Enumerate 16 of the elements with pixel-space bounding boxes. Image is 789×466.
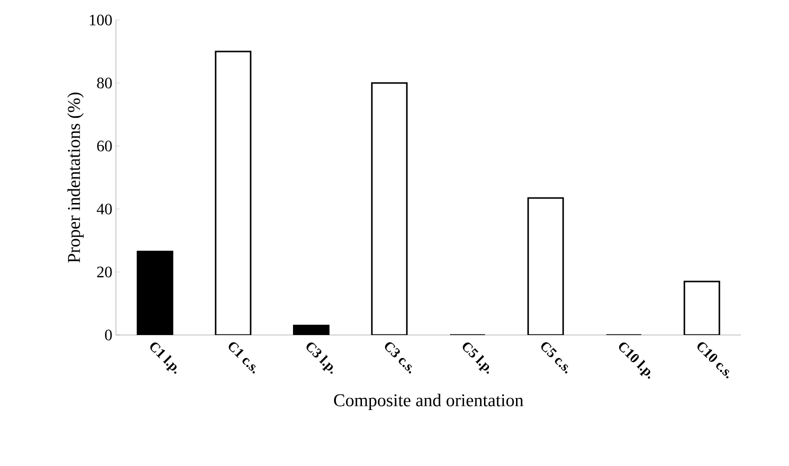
x-axis-title: Composite and orientation: [334, 394, 524, 410]
y-tick-label: 40: [96, 204, 112, 214]
y-tick-label: 60: [97, 140, 112, 152]
x-tick-label: C10 c.s.: [697, 342, 730, 378]
y-tick-label: 0: [105, 330, 112, 340]
y-tick-label: 100: [90, 14, 112, 26]
x-tick-label: C1 c.s.: [228, 342, 256, 374]
y-tick-label: 20: [97, 266, 112, 278]
x-tick-label: C10 l.p.: [619, 342, 650, 379]
y-tick-label: 80: [97, 78, 112, 88]
x-tick-label: C5 c.s.: [541, 342, 568, 374]
x-tick-label: C1 l.p.: [150, 342, 177, 374]
x-tick-label: C3 l.p.: [306, 342, 333, 374]
x-tick-label: C5 l.p.: [462, 342, 490, 374]
x-tick-label: C3 c.s.: [385, 342, 412, 374]
y-axis-title: Proper indentations (%): [67, 92, 84, 263]
